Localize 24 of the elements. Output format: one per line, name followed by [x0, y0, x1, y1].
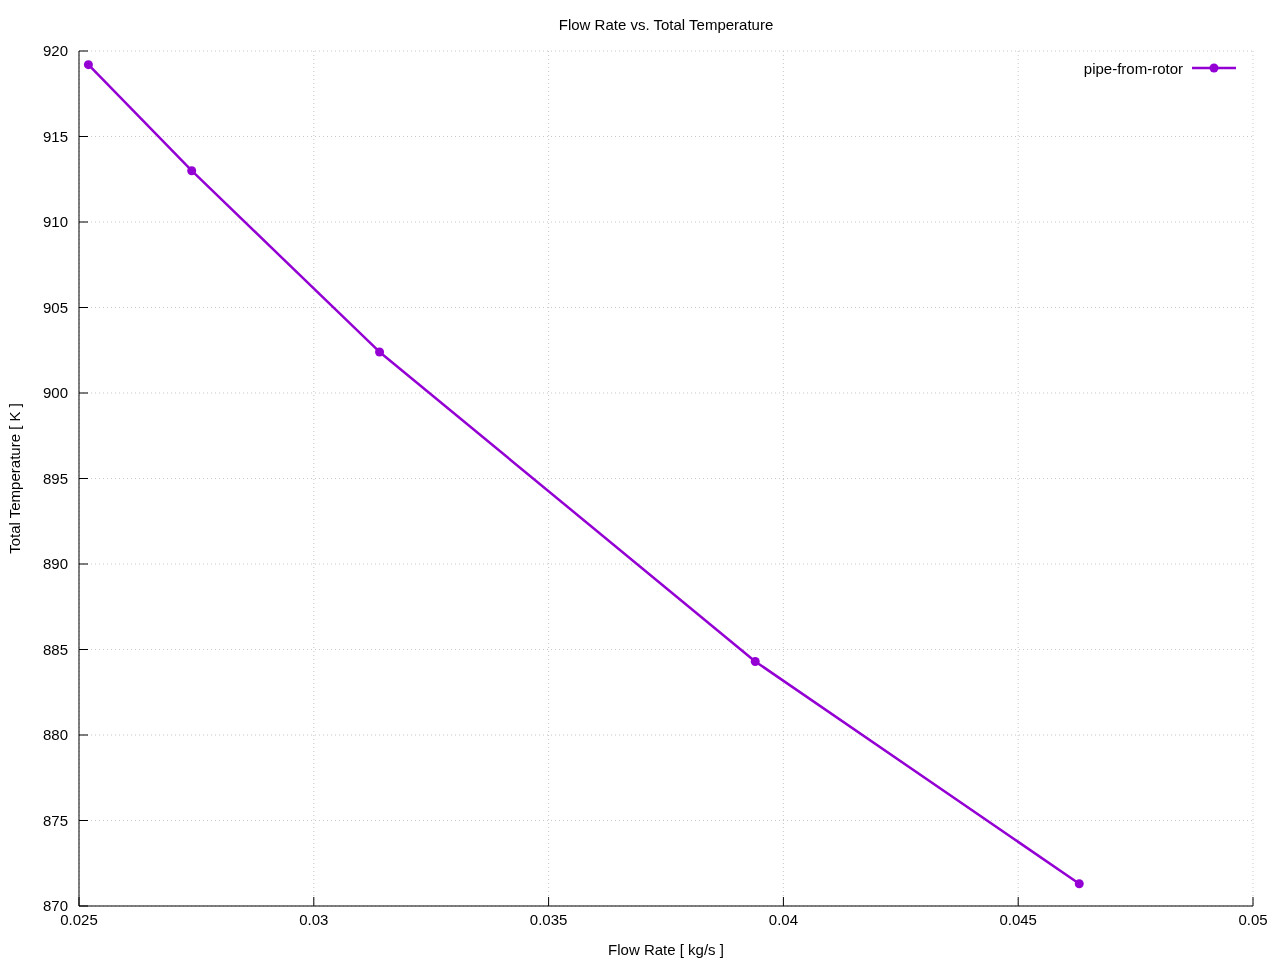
y-tick-label: 910: [42, 213, 68, 231]
x-tick-label: 0.05: [1238, 911, 1268, 928]
x-tick-label: 0.035: [529, 911, 568, 928]
legend-label: pipe-from-rotor: [1083, 59, 1183, 77]
y-tick-label: 920: [42, 42, 68, 60]
y-tick-label: 875: [42, 811, 68, 829]
y-tick-label: 895: [42, 469, 68, 487]
x-tick-label: 0.03: [299, 911, 329, 928]
y-tick-label: 890: [42, 555, 68, 573]
point: [750, 656, 760, 666]
point: [375, 347, 385, 357]
point: [1074, 879, 1084, 889]
y-tick-label: 880: [42, 726, 68, 744]
y-tick-label: 900: [42, 384, 68, 402]
point: [187, 166, 197, 176]
y-tick-label: 915: [42, 127, 68, 145]
chart-title: Flow Rate vs. Total Temperature: [557, 16, 775, 33]
x-tick-label: 0.045: [999, 911, 1037, 928]
x-axis-title: Flow Rate [ kg/s ]: [608, 941, 724, 958]
y-tick-label: 885: [42, 640, 68, 658]
point: [83, 60, 93, 70]
x-tick-label: 0.04: [768, 911, 798, 928]
y-axis-title: Total Temperature [ K ]: [6, 403, 24, 554]
y-tick-label: 905: [42, 298, 68, 316]
